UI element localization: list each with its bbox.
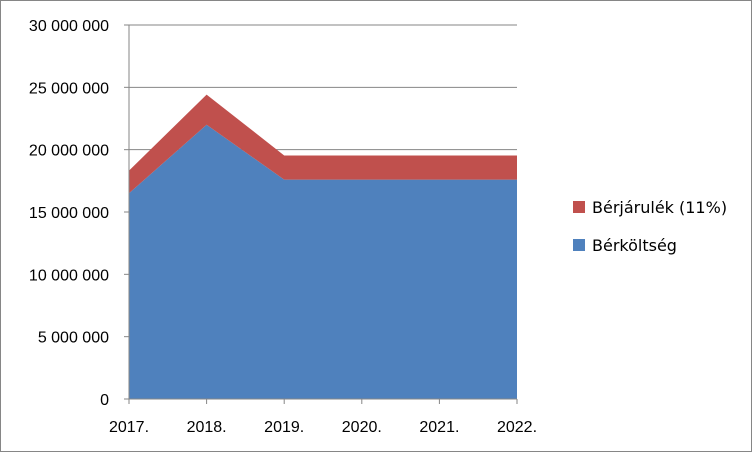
- y-tick-label: 5 000 000: [38, 330, 109, 347]
- y-tick-label: 0: [100, 392, 109, 409]
- x-tick-label: 2018.: [187, 419, 227, 436]
- legend-label: Bérköltség: [592, 236, 677, 255]
- legend-label: Bérjárulék (11%): [592, 198, 727, 217]
- y-tick-label: 10 000 000: [29, 267, 109, 284]
- y-tick-label: 30 000 000: [29, 18, 109, 35]
- y-axis-tick-labels: 0 5 000 000 10 000 000 15 000 000 20 000 000…: [29, 18, 109, 409]
- y-tick-label: 15 000 000: [29, 205, 109, 222]
- legend-swatch: [573, 239, 585, 251]
- plot-areas: [129, 94, 517, 399]
- x-tick-label: 2017.: [109, 419, 149, 436]
- legend-swatch: [573, 201, 585, 213]
- x-axis-tick-labels: 2017. 2018. 2019. 2020. 2021. 2022.: [109, 419, 537, 436]
- area-series-2: [129, 94, 517, 194]
- x-tick-label: 2019.: [264, 419, 304, 436]
- y-tick-label: 25 000 000: [29, 80, 109, 97]
- y-tick-label: 20 000 000: [29, 143, 109, 160]
- area-series-1: [129, 124, 517, 399]
- legend: Bérjárulék (11%) Bérköltség: [573, 198, 727, 255]
- x-tick-label: 2021.: [419, 419, 459, 436]
- x-tick-label: 2020.: [342, 419, 382, 436]
- x-tick-label: 2022.: [497, 419, 537, 436]
- axes: [124, 24, 518, 404]
